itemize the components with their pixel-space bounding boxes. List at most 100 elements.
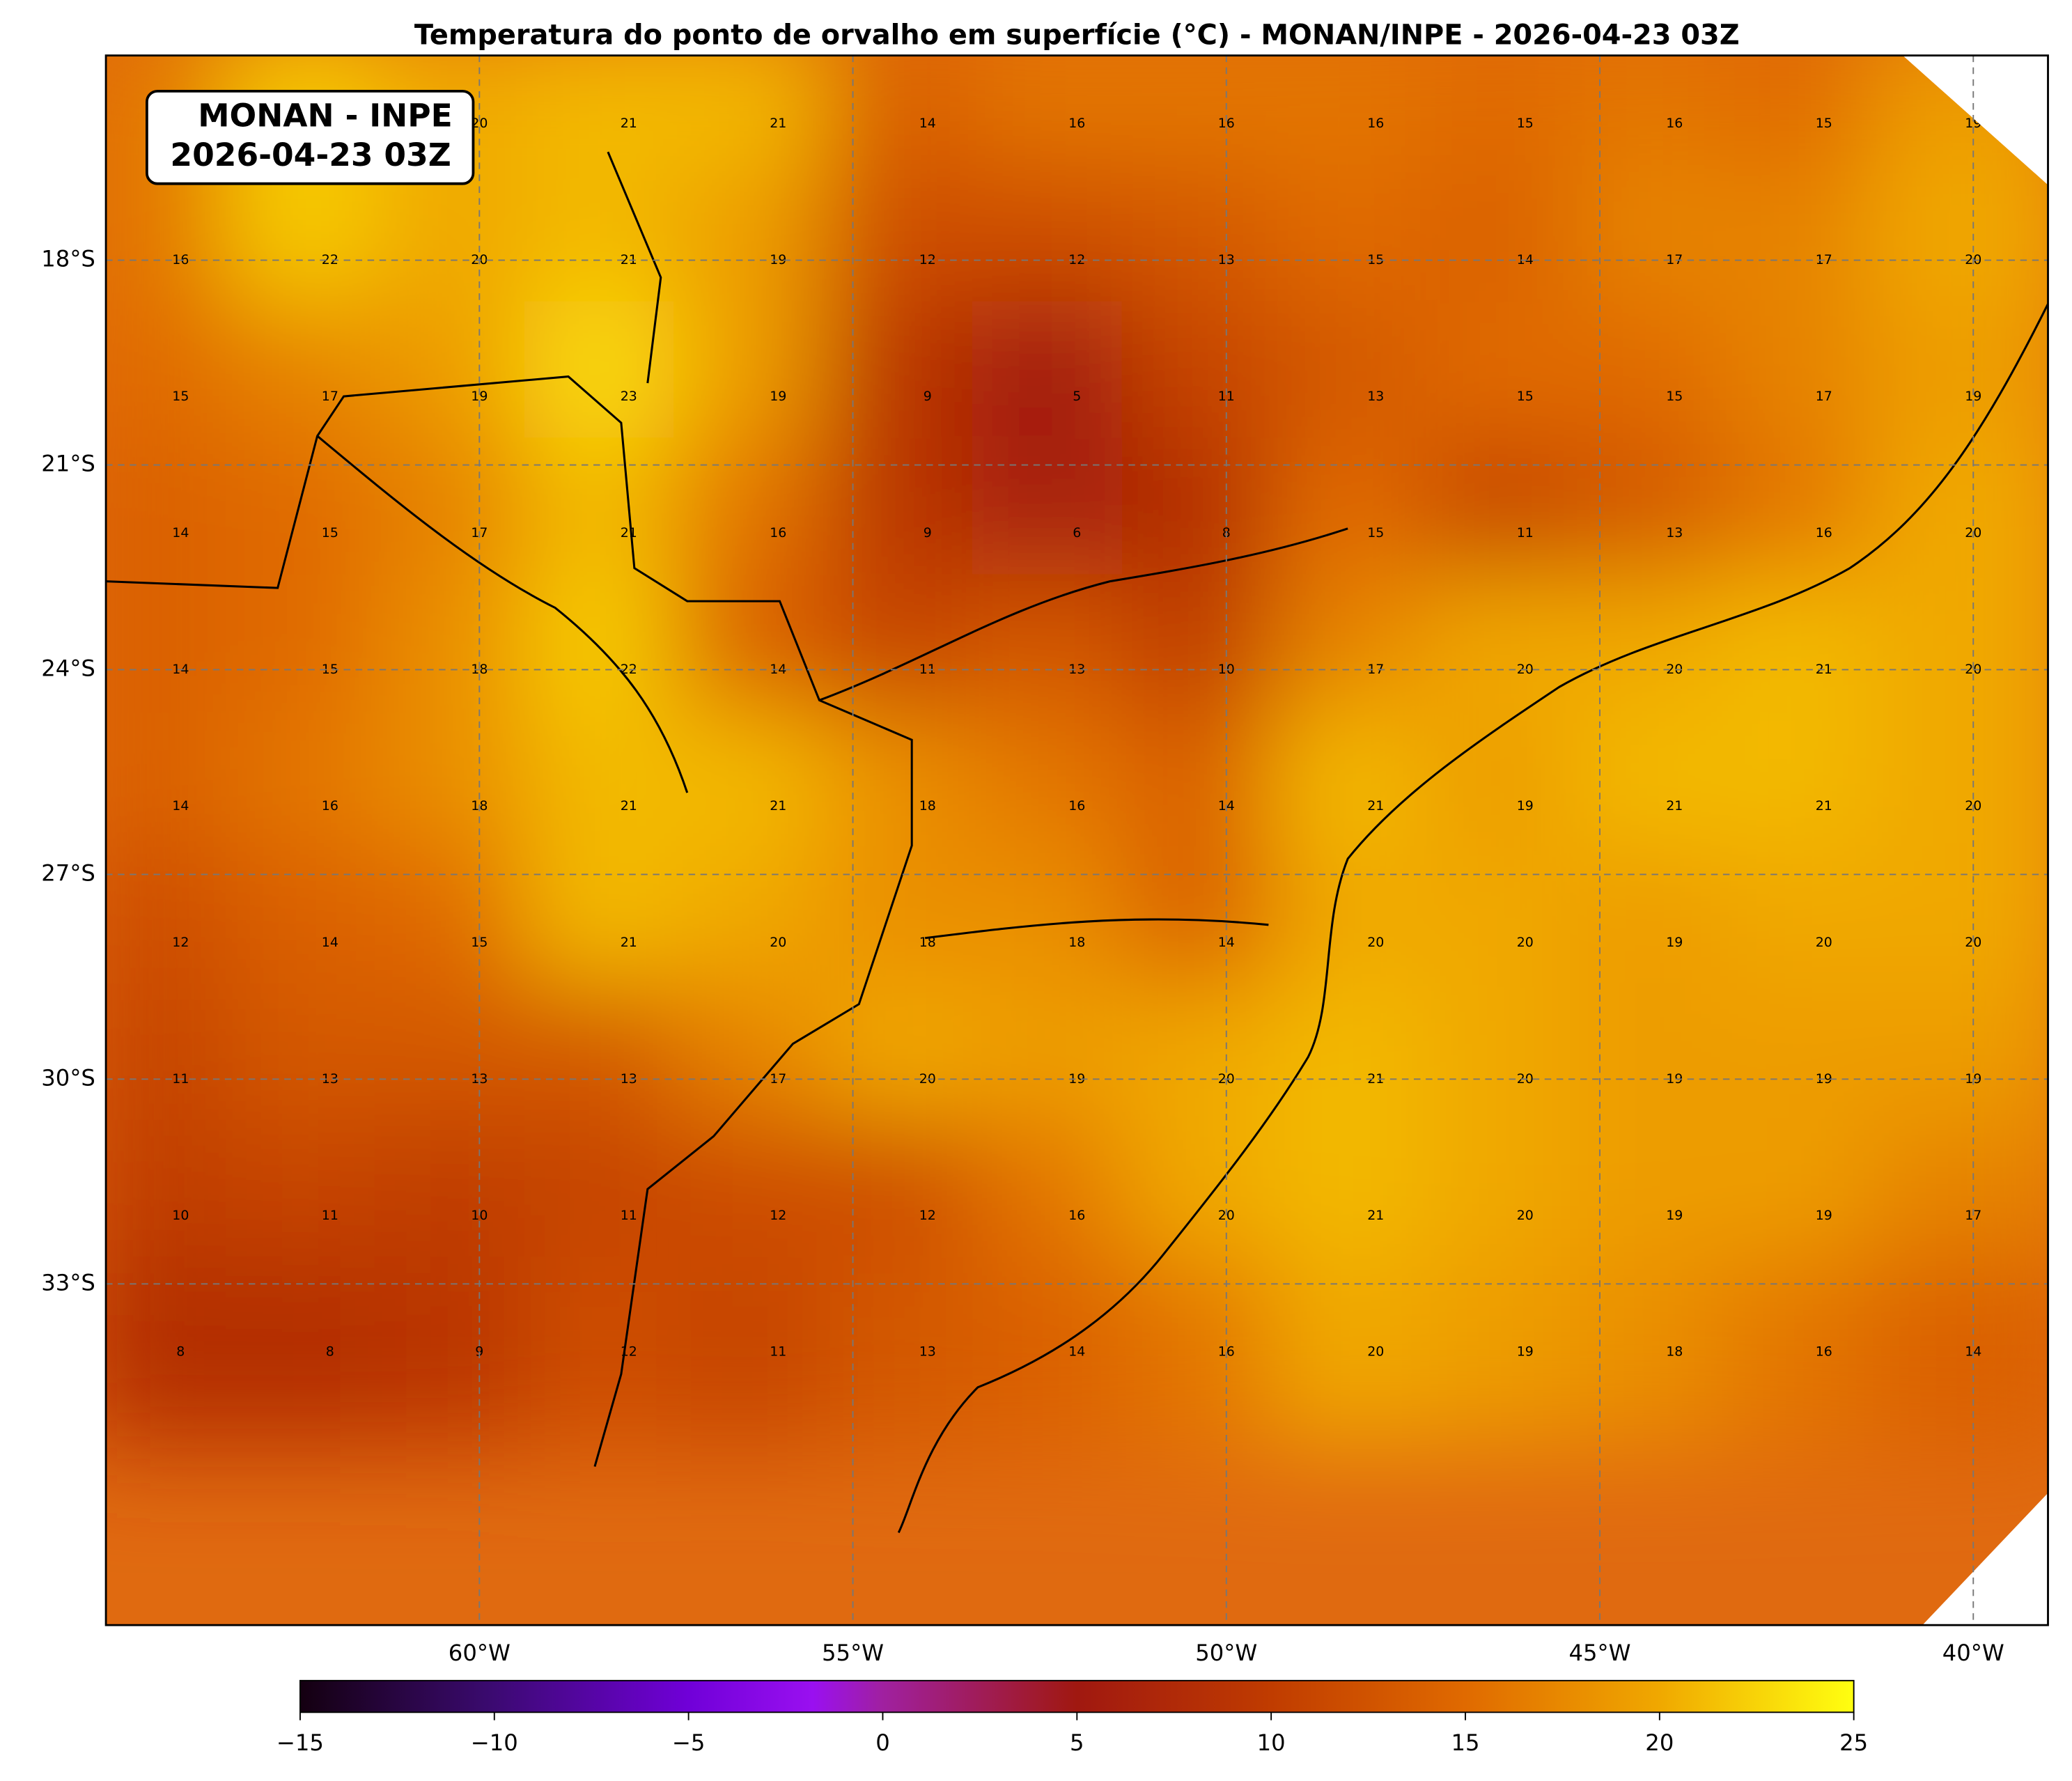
value-label: 13 xyxy=(1068,662,1085,677)
value-label: 20 xyxy=(1965,935,1981,950)
value-label: 14 xyxy=(919,116,936,131)
value-label: 20 xyxy=(1367,1344,1384,1360)
value-label: 11 xyxy=(1218,389,1235,404)
y-tick-label: 27°S xyxy=(41,860,95,886)
x-tick-label: 60°W xyxy=(449,1640,511,1666)
map-frame xyxy=(104,54,2049,1626)
value-label: 11 xyxy=(621,1208,637,1223)
value-label: 19 xyxy=(1816,1208,1832,1223)
value-label: 21 xyxy=(621,116,637,131)
value-label: 12 xyxy=(172,935,189,950)
value-label: 19 xyxy=(471,389,488,404)
value-label: 15 xyxy=(1816,116,1832,131)
value-label: 14 xyxy=(172,525,189,540)
value-label: 19 xyxy=(1666,1208,1683,1223)
value-label: 12 xyxy=(621,1344,637,1360)
value-label: 21 xyxy=(1367,1208,1384,1223)
borders xyxy=(106,151,2048,1534)
colorbar xyxy=(299,1679,1855,1713)
value-label: 21 xyxy=(621,525,637,540)
value-label: 18 xyxy=(919,798,936,814)
value-label: 16 xyxy=(1367,116,1384,131)
value-label: 18 xyxy=(919,935,936,950)
value-label: 5 xyxy=(1073,389,1081,404)
value-label: 21 xyxy=(1816,798,1832,814)
colorbar-tick-label: 20 xyxy=(1645,1729,1674,1756)
value-label: 14 xyxy=(322,935,338,950)
value-label: 15 xyxy=(1367,252,1384,267)
value-label: 20 xyxy=(1367,935,1384,950)
field xyxy=(106,55,2048,1448)
value-label: 20 xyxy=(1816,935,1832,950)
value-label: 11 xyxy=(1517,525,1534,540)
colorbar-tick-label: 10 xyxy=(1257,1729,1286,1756)
value-label: 21 xyxy=(1666,798,1683,814)
value-label: 17 xyxy=(1816,389,1832,404)
value-label: 19 xyxy=(1666,935,1683,950)
value-label: 12 xyxy=(919,1208,936,1223)
value-label: 16 xyxy=(1068,798,1085,814)
value-label: 20 xyxy=(770,935,786,950)
value-label: 20 xyxy=(471,116,488,131)
colorbar-tick-label: −15 xyxy=(276,1729,324,1756)
value-label: 16 xyxy=(1816,525,1832,540)
value-label: 14 xyxy=(1218,935,1235,950)
value-label: 13 xyxy=(1367,389,1384,404)
value-label: 20 xyxy=(1666,662,1683,677)
value-label: 16 xyxy=(1666,116,1683,131)
map-area: 16 22 20 21 21 14 16 16 16 15 16 15 19 16 22 20 21 19 12 12… xyxy=(106,55,2048,1626)
value-label: 15 xyxy=(1666,389,1683,404)
field-cell xyxy=(1869,1257,2048,1448)
value-label: 18 xyxy=(1068,935,1085,950)
value-label: 16 xyxy=(1816,1344,1832,1360)
value-label: 13 xyxy=(621,1071,637,1087)
value-label: 22 xyxy=(621,662,637,677)
y-tick-label: 21°S xyxy=(41,451,95,477)
value-label: 21 xyxy=(770,798,786,814)
annotation: MONAN - INPE xyxy=(198,97,452,134)
y-tick-label: 18°S xyxy=(41,246,95,272)
value-label: 21 xyxy=(1367,798,1384,814)
value-label: 21 xyxy=(621,798,637,814)
annotation: 2026-04-23 03Z xyxy=(170,137,451,173)
y-tick-label: 24°S xyxy=(41,655,95,681)
annotation-box xyxy=(146,89,475,185)
value-label: 18 xyxy=(1666,1344,1683,1360)
value-label: 13 xyxy=(1666,525,1683,540)
colorbar-tick-label: −10 xyxy=(471,1729,518,1756)
x-tick-label: 50°W xyxy=(1195,1640,1257,1666)
value-label: 15 xyxy=(322,662,338,677)
value-label: 16 xyxy=(1218,116,1235,131)
value-label: 9 xyxy=(924,525,932,540)
value-label: 15 xyxy=(172,389,189,404)
value-label: 19 xyxy=(1965,389,1981,404)
chart-title: Temperatura do ponto de orvalho em super… xyxy=(414,20,1740,52)
value-label: 20 xyxy=(1517,1208,1534,1223)
value-label: 14 xyxy=(172,798,189,814)
y-tick-label: 33°S xyxy=(41,1269,95,1296)
value-label: 17 xyxy=(1666,252,1683,267)
value-label: 6 xyxy=(1073,525,1081,540)
value-label: 16 xyxy=(1068,1208,1085,1223)
y-tick-label: 30°S xyxy=(41,1064,95,1091)
value-label: 21 xyxy=(621,252,637,267)
value-label: 23 xyxy=(621,389,637,404)
value-label: 13 xyxy=(919,1344,936,1360)
value-label: 15 xyxy=(1367,525,1384,540)
value-label: 19 xyxy=(1517,1344,1534,1360)
value-label: 15 xyxy=(1517,116,1534,131)
value-label: 15 xyxy=(1517,389,1534,404)
x-tick-label: 55°W xyxy=(822,1640,884,1666)
value-label: 22 xyxy=(322,252,338,267)
value-label: 10 xyxy=(172,1208,189,1223)
value-label: 19 xyxy=(1517,798,1534,814)
colorbar-tick-label: 0 xyxy=(875,1729,890,1756)
value-label: 16 xyxy=(322,798,338,814)
value-label: 8 xyxy=(176,1344,185,1360)
value-label: 16 xyxy=(1068,116,1085,131)
colorbar-tick-label: 15 xyxy=(1451,1729,1479,1756)
value-label: 21 xyxy=(770,116,786,131)
value-label: 15 xyxy=(322,525,338,540)
value-label: 14 xyxy=(1068,1344,1085,1360)
value-label: 13 xyxy=(322,1071,338,1087)
